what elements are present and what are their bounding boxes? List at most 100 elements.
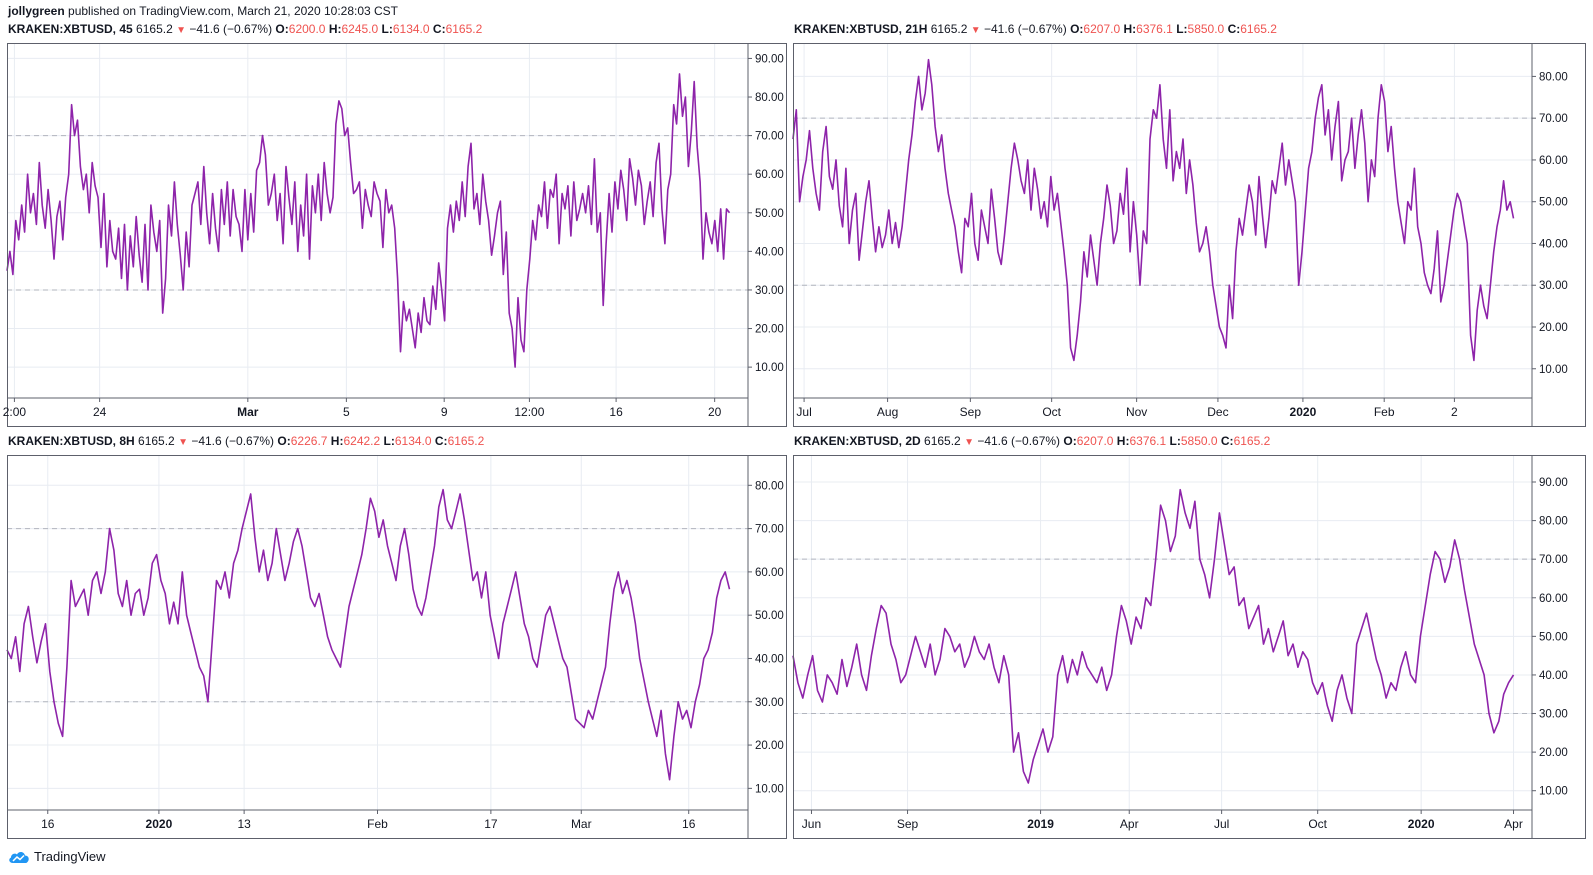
x-tick-label: 9 <box>441 405 448 419</box>
high-value: 6245.0 <box>341 22 379 36</box>
x-tick-label: Jun <box>802 817 821 831</box>
open-value: 6226.7 <box>290 434 328 448</box>
pane-header-21h: KRAKEN:XBTUSD, 21H 6165.2 ▼ −41.6 (−0.67… <box>794 22 1277 36</box>
pane-header-8h: KRAKEN:XBTUSD, 8H 6165.2 ▼ −41.6 (−0.67%… <box>8 434 485 448</box>
y-tick-label: 50.00 <box>755 610 784 622</box>
x-tick-label: 17 <box>484 817 498 831</box>
close-value: 6165.2 <box>445 22 483 36</box>
pane-header-2d: KRAKEN:XBTUSD, 2D 6165.2 ▼ −41.6 (−0.67%… <box>794 434 1271 448</box>
y-tick-label: 40.00 <box>755 246 784 258</box>
y-tick-label: 30.00 <box>1539 709 1568 721</box>
x-tick-label: 2:00 <box>3 405 27 419</box>
high-value: 6376.1 <box>1136 22 1173 36</box>
high-value: 6376.1 <box>1129 434 1167 448</box>
y-tick-label: 90.00 <box>755 53 784 65</box>
y-tick-label: 60.00 <box>1539 593 1568 605</box>
series-line <box>792 488 1515 784</box>
series-line <box>6 73 731 368</box>
x-tick-label: Jul <box>1214 817 1229 831</box>
x-tick-label: 12:00 <box>514 405 544 419</box>
y-tick-label: 10.00 <box>755 783 784 795</box>
chart-pane-45[interactable]: 10.00 20.00 30.00 40.00 50.00 60.00 70.00 80.00… <box>3 43 787 427</box>
pane-frame <box>793 43 1586 427</box>
footer-brand[interactable]: TradingView <box>8 849 106 864</box>
down-arrow-icon: ▼ <box>964 437 974 448</box>
chart-pane-8h[interactable]: 10.00 20.00 30.00 40.00 50.00 60.00 70.00 80.00… <box>6 455 787 839</box>
x-tick-label: Mar <box>571 817 592 831</box>
low-value: 5850.0 <box>1180 434 1218 448</box>
series-line <box>6 488 731 781</box>
y-tick-label: 10.00 <box>1539 786 1568 798</box>
x-tick-label: 16 <box>41 817 55 831</box>
y-tick-label: 70.00 <box>755 524 784 536</box>
x-tick-label: 2020 <box>1408 817 1435 831</box>
x-tick-label: 20 <box>708 405 722 419</box>
y-tick-label: 70.00 <box>1539 554 1568 566</box>
y-tick-label: 30.00 <box>755 285 784 297</box>
x-tick-label: Feb <box>1374 405 1395 419</box>
y-tick-label: 80.00 <box>755 92 784 104</box>
interval-label: 2D <box>905 434 921 448</box>
y-tick-label: 50.00 <box>1539 631 1568 643</box>
y-tick-label: 30.00 <box>755 697 784 709</box>
y-tick-label: 80.00 <box>755 480 784 492</box>
price-change: −41.6 (−0.67%) <box>977 434 1061 448</box>
y-tick-label: 80.00 <box>1539 516 1568 528</box>
tradingview-cloud-icon <box>9 851 29 863</box>
y-tick-label: 20.00 <box>1539 322 1568 334</box>
x-tick-label: Oct <box>1308 817 1327 831</box>
symbol-label: KRAKEN:XBTUSD <box>794 434 899 448</box>
price-change: −41.6 (−0.67%) <box>191 434 275 448</box>
symbol-label: KRAKEN:XBTUSD <box>8 434 113 448</box>
y-tick-label: 20.00 <box>755 324 784 336</box>
down-arrow-icon: ▼ <box>970 25 981 36</box>
x-tick-label: Feb <box>367 817 388 831</box>
y-tick-label: 90.00 <box>1539 477 1568 489</box>
symbol-label: KRAKEN:XBTUSD <box>8 22 113 36</box>
last-price: 6165.2 <box>136 22 173 36</box>
symbol-label: KRAKEN:XBTUSD <box>794 22 899 36</box>
down-arrow-icon: ▼ <box>178 437 188 448</box>
x-tick-label: 13 <box>237 817 251 831</box>
chart-pane-21h[interactable]: 10.00 20.00 30.00 40.00 50.00 60.00 70.00 80.00… <box>792 43 1586 427</box>
x-tick-label: 16 <box>609 405 623 419</box>
x-tick-label: 2020 <box>146 817 173 831</box>
y-tick-label: 20.00 <box>1539 747 1568 759</box>
publisher-line: jollygreen published on TradingView.com,… <box>8 4 398 18</box>
y-tick-label: 40.00 <box>1539 670 1568 682</box>
x-tick-label: 16 <box>682 817 696 831</box>
x-tick-label: 2019 <box>1027 817 1054 831</box>
pane-frame <box>7 43 787 427</box>
publisher-username[interactable]: jollygreen <box>8 4 65 18</box>
low-value: 5850.0 <box>1187 22 1225 36</box>
x-tick-label: Nov <box>1126 405 1147 419</box>
open-value: 6200.0 <box>288 22 326 36</box>
footer-brand-label: TradingView <box>34 849 106 864</box>
y-tick-label: 60.00 <box>755 169 784 181</box>
close-value: 6165.2 <box>1233 434 1271 448</box>
pane-header-45: KRAKEN:XBTUSD, 45 6165.2 ▼ −41.6 (−0.67%… <box>8 22 483 36</box>
close-value: 6165.2 <box>1240 22 1277 36</box>
pane-frame <box>7 455 787 839</box>
last-price: 6165.2 <box>138 434 175 448</box>
series-line <box>792 58 1515 362</box>
low-value: 6134.0 <box>392 22 430 36</box>
y-tick-label: 40.00 <box>755 653 784 665</box>
close-value: 6165.2 <box>447 434 485 448</box>
y-tick-label: 70.00 <box>1539 113 1568 125</box>
open-value: 6207.0 <box>1076 434 1114 448</box>
low-value: 6134.0 <box>394 434 432 448</box>
y-tick-label: 60.00 <box>1539 155 1568 167</box>
last-price: 6165.2 <box>924 434 961 448</box>
x-tick-label: 2020 <box>1290 405 1317 419</box>
x-tick-label: 24 <box>93 405 107 419</box>
x-tick-label: Oct <box>1042 405 1061 419</box>
down-arrow-icon: ▼ <box>176 25 186 36</box>
x-tick-label: Dec <box>1207 405 1228 419</box>
chart-pane-2d[interactable]: 10.00 20.00 30.00 40.00 50.00 60.00 70.00 80.00… <box>792 455 1586 839</box>
y-tick-label: 30.00 <box>1539 280 1568 292</box>
x-tick-label: Sep <box>897 817 919 831</box>
y-tick-label: 50.00 <box>755 208 784 220</box>
interval-label: 45 <box>119 22 133 36</box>
publisher-text: published on TradingView.com, March 21, … <box>68 4 399 18</box>
